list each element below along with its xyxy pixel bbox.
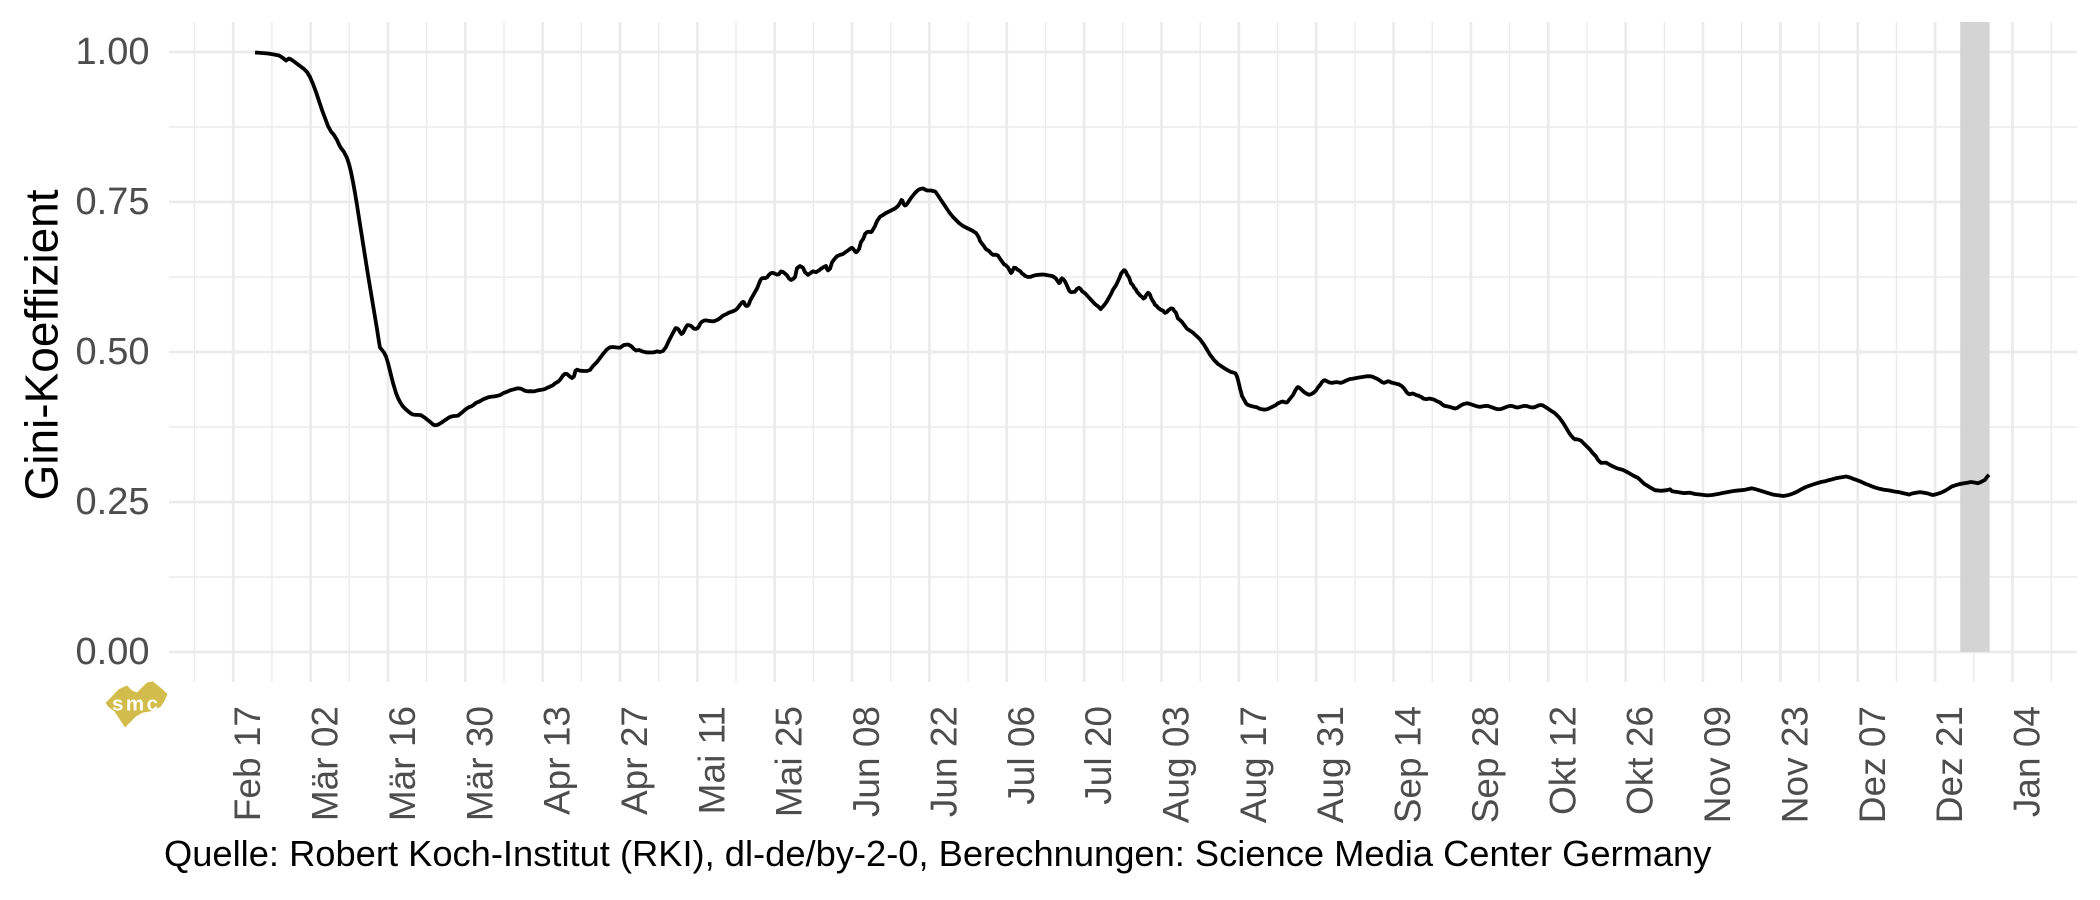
svg-text:0.25: 0.25 [76,481,150,523]
svg-text:Dez 07: Dez 07 [1852,706,1893,823]
svg-text:Quelle: Robert Koch-Institut (: Quelle: Robert Koch-Institut (RKI), dl-d… [164,833,1712,874]
svg-text:0.00: 0.00 [76,631,150,673]
svg-text:Okt 12: Okt 12 [1542,706,1583,815]
svg-text:0.75: 0.75 [76,181,150,223]
svg-text:Mär 30: Mär 30 [459,706,500,821]
svg-text:Nov 23: Nov 23 [1774,706,1815,823]
svg-text:Jun 22: Jun 22 [923,706,964,817]
svg-text:Mai 11: Mai 11 [691,706,732,814]
svg-text:Sep 28: Sep 28 [1465,706,1506,823]
svg-text:Apr 27: Apr 27 [614,706,655,815]
svg-text:Feb 17: Feb 17 [227,706,268,821]
svg-text:0.50: 0.50 [76,331,150,373]
svg-text:Gini-Koeffizient: Gini-Koeffizient [16,189,68,500]
svg-text:Mai 25: Mai 25 [769,706,810,817]
svg-text:Jan 04: Jan 04 [2007,706,2048,817]
svg-text:Mär 02: Mär 02 [305,706,346,821]
svg-text:Aug 17: Aug 17 [1233,706,1274,823]
svg-text:Aug 03: Aug 03 [1156,706,1197,823]
svg-text:Jun 08: Jun 08 [846,706,887,817]
svg-text:Mär 16: Mär 16 [382,706,423,821]
svg-text:Sep 14: Sep 14 [1388,706,1429,823]
svg-text:Jul 20: Jul 20 [1078,706,1119,805]
svg-text:smc: smc [112,693,161,716]
svg-text:Jul 06: Jul 06 [1001,706,1042,805]
svg-text:Aug 31: Aug 31 [1310,706,1351,823]
svg-text:1.00: 1.00 [76,31,150,73]
svg-text:Okt 26: Okt 26 [1620,706,1661,815]
svg-text:Dez 21: Dez 21 [1929,706,1970,823]
svg-text:Apr 13: Apr 13 [537,706,578,815]
svg-text:Nov 09: Nov 09 [1697,706,1738,823]
